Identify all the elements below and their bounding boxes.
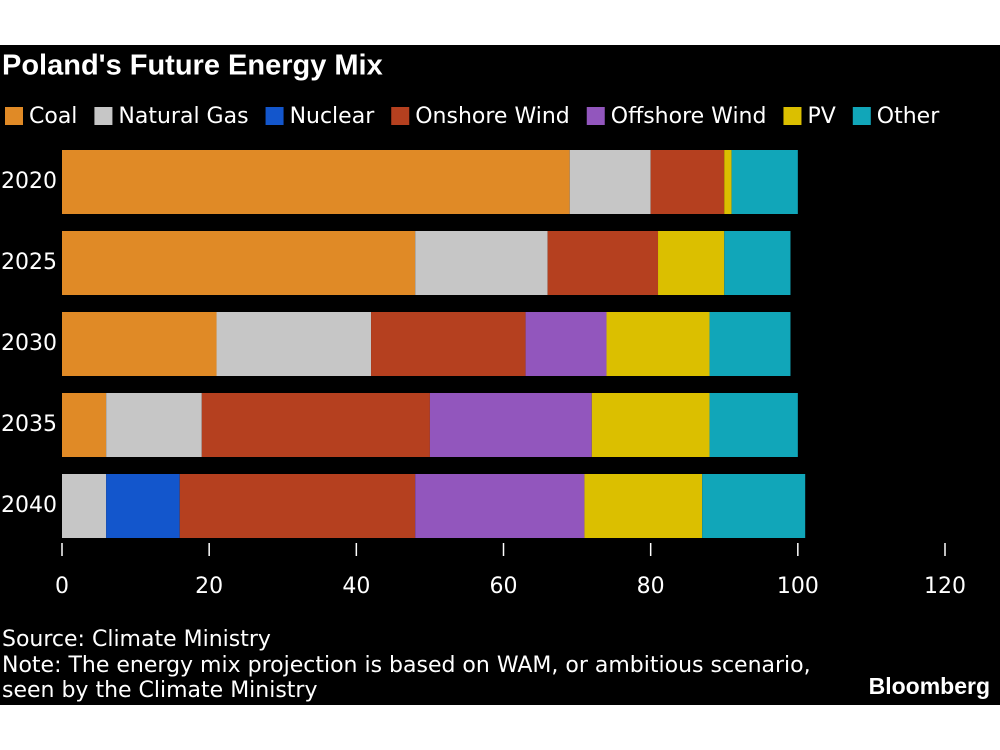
legend-swatch xyxy=(94,107,113,125)
bar-segment xyxy=(106,474,180,538)
y-tick-label: 2040 xyxy=(1,493,57,518)
legend-swatch xyxy=(391,107,410,125)
bar-segment xyxy=(606,312,710,376)
x-tick-label: 120 xyxy=(924,574,966,599)
note: seen by the Climate Ministry xyxy=(2,678,318,703)
y-tick-label: 2020 xyxy=(1,169,57,194)
brand: Bloomberg xyxy=(869,673,990,699)
bar-segment xyxy=(724,231,791,295)
legend-swatch xyxy=(5,107,23,125)
bar-segment xyxy=(525,312,607,376)
bar-segment xyxy=(584,474,703,538)
bar-segment xyxy=(547,231,659,295)
bar-segment xyxy=(62,150,570,214)
bar-segment xyxy=(429,393,592,457)
bar-segment xyxy=(702,474,806,538)
y-tick-label: 2035 xyxy=(1,412,57,437)
bar-segment xyxy=(724,150,732,214)
bar-segment xyxy=(569,150,651,214)
x-tick-label: 80 xyxy=(637,574,665,599)
bar-segment xyxy=(62,312,217,376)
legend-label: PV xyxy=(807,104,835,129)
bar-segment xyxy=(709,393,798,457)
legend-swatch xyxy=(783,107,802,125)
bar-segment xyxy=(658,231,725,295)
bar-segment xyxy=(216,312,372,376)
bar-segment xyxy=(371,312,526,376)
x-tick-label: 0 xyxy=(55,574,69,599)
y-tick-label: 2025 xyxy=(1,250,57,275)
legend-label: Coal xyxy=(29,104,77,129)
bar-segment xyxy=(201,393,430,457)
bar-segment xyxy=(415,474,585,538)
bar-segment xyxy=(62,474,107,538)
legend-label: Offshore Wind xyxy=(611,104,767,129)
legend-label: Other xyxy=(877,104,940,129)
bar-segment xyxy=(650,150,725,214)
legend-label: Natural Gas xyxy=(118,104,248,129)
bar-segment xyxy=(591,393,710,457)
legend-swatch xyxy=(586,107,605,125)
bar-segment xyxy=(731,150,798,214)
source: Source: Climate Ministry xyxy=(2,627,271,652)
legend-swatch xyxy=(852,107,871,125)
bar-segment xyxy=(106,393,202,457)
note: Note: The energy mix projection is based… xyxy=(2,653,811,678)
bar-segment xyxy=(62,231,416,295)
legend-label: Nuclear xyxy=(290,104,376,129)
bar-segment xyxy=(62,393,107,457)
bar-segment xyxy=(179,474,416,538)
x-tick-label: 40 xyxy=(342,574,370,599)
x-tick-label: 60 xyxy=(490,574,518,599)
chart-title: Poland's Future Energy Mix xyxy=(2,50,383,82)
legend-label: Onshore Wind xyxy=(415,104,570,129)
y-tick-label: 2030 xyxy=(1,331,57,356)
bar-segment xyxy=(415,231,548,295)
x-tick-label: 20 xyxy=(195,574,223,599)
legend-swatch xyxy=(265,107,284,125)
x-tick-label: 100 xyxy=(777,574,819,599)
bar-segment xyxy=(709,312,791,376)
